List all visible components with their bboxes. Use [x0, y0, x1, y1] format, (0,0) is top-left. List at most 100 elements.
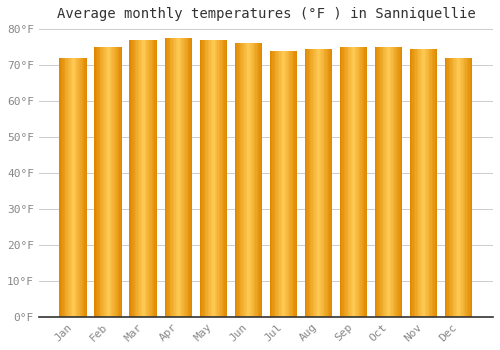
Bar [66, 58, 68, 317]
Bar [316, 49, 317, 317]
Bar [254, 43, 256, 317]
Bar [214, 40, 216, 317]
Bar [70, 58, 72, 317]
Bar [426, 49, 428, 317]
Bar [270, 51, 271, 317]
Bar [434, 49, 436, 317]
Bar [360, 47, 362, 317]
Bar [457, 58, 458, 317]
Bar [251, 43, 252, 317]
Bar [383, 47, 384, 317]
Bar [401, 47, 402, 317]
Bar [114, 47, 116, 317]
Bar [110, 47, 111, 317]
Bar [322, 49, 324, 317]
Bar [79, 58, 80, 317]
Bar [181, 38, 182, 317]
Bar [131, 40, 132, 317]
Bar [116, 47, 118, 317]
Bar [425, 49, 426, 317]
Bar [391, 47, 392, 317]
Bar [61, 58, 62, 317]
Bar [247, 43, 248, 317]
Bar [200, 40, 201, 317]
Bar [186, 38, 188, 317]
Bar [387, 47, 388, 317]
Bar [201, 40, 227, 317]
Bar [185, 38, 186, 317]
Bar [446, 58, 448, 317]
Bar [146, 40, 148, 317]
Bar [414, 49, 416, 317]
Bar [72, 58, 74, 317]
Bar [276, 51, 278, 317]
Bar [144, 40, 145, 317]
Bar [284, 51, 285, 317]
Bar [261, 43, 262, 317]
Bar [341, 47, 342, 317]
Bar [219, 40, 220, 317]
Bar [293, 51, 294, 317]
Bar [290, 51, 292, 317]
Bar [330, 49, 331, 317]
Bar [156, 40, 157, 317]
Bar [201, 40, 202, 317]
Bar [153, 40, 154, 317]
Bar [258, 43, 260, 317]
Bar [177, 38, 178, 317]
Bar [173, 38, 174, 317]
Bar [80, 58, 82, 317]
Bar [240, 43, 242, 317]
Bar [420, 49, 421, 317]
Bar [289, 51, 290, 317]
Bar [250, 43, 251, 317]
Bar [461, 58, 462, 317]
Bar [82, 58, 83, 317]
Bar [236, 43, 262, 317]
Bar [278, 51, 280, 317]
Bar [400, 47, 401, 317]
Bar [205, 40, 206, 317]
Bar [363, 47, 364, 317]
Bar [64, 58, 65, 317]
Bar [252, 43, 254, 317]
Bar [317, 49, 318, 317]
Bar [98, 47, 100, 317]
Bar [341, 47, 367, 317]
Bar [359, 47, 360, 317]
Bar [433, 49, 434, 317]
Bar [454, 58, 456, 317]
Bar [296, 51, 298, 317]
Bar [104, 47, 106, 317]
Bar [180, 38, 181, 317]
Bar [366, 47, 368, 317]
Bar [149, 40, 150, 317]
Bar [456, 58, 457, 317]
Bar [432, 49, 433, 317]
Bar [342, 47, 344, 317]
Bar [164, 38, 166, 317]
Bar [386, 47, 387, 317]
Bar [306, 49, 332, 317]
Bar [280, 51, 282, 317]
Bar [62, 58, 64, 317]
Bar [310, 49, 312, 317]
Bar [288, 51, 289, 317]
Bar [340, 47, 341, 317]
Bar [256, 43, 257, 317]
Bar [60, 58, 61, 317]
Bar [398, 47, 400, 317]
Bar [346, 47, 348, 317]
Bar [394, 47, 396, 317]
Bar [172, 38, 173, 317]
Bar [410, 49, 411, 317]
Bar [424, 49, 425, 317]
Bar [220, 40, 222, 317]
Bar [226, 40, 228, 317]
Bar [392, 47, 394, 317]
Bar [412, 49, 414, 317]
Bar [416, 49, 418, 317]
Bar [238, 43, 240, 317]
Bar [286, 51, 288, 317]
Bar [120, 47, 121, 317]
